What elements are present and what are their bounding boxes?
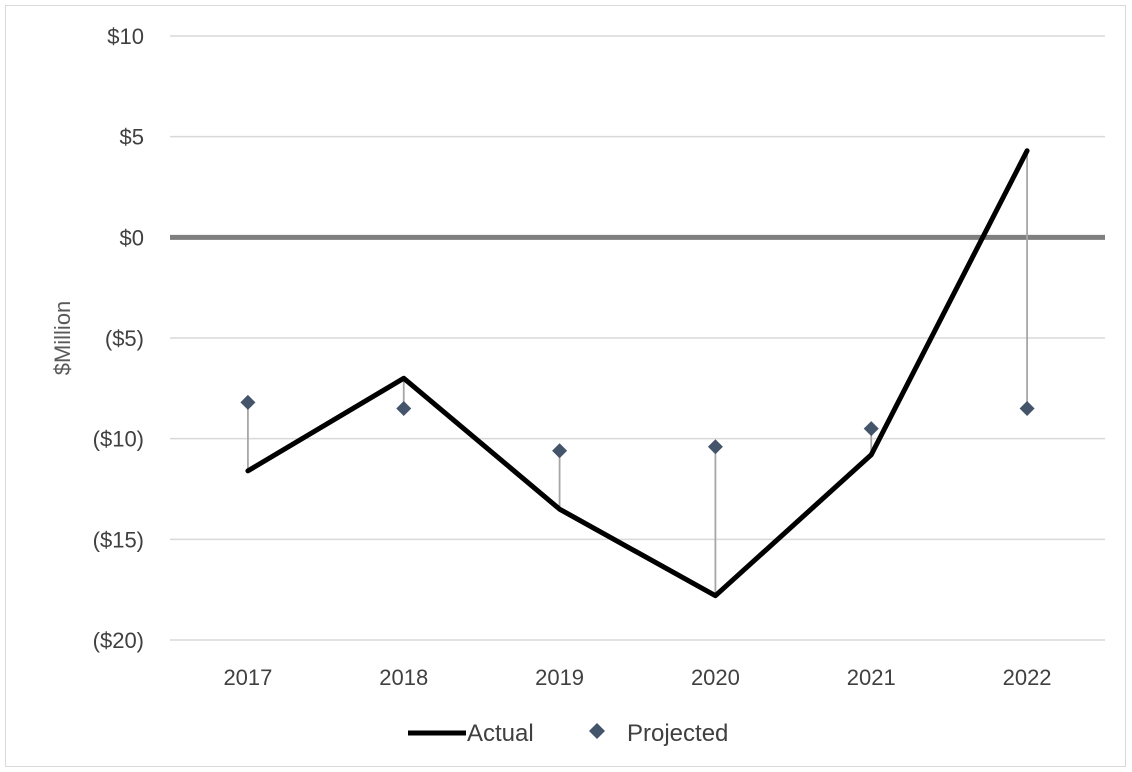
actual-series (245, 148, 1030, 599)
projected-marker (707, 439, 723, 455)
gridlines (170, 35, 1105, 641)
projected-marker (863, 421, 879, 437)
projected-marker (1019, 400, 1035, 416)
y-tick-label: $10 (107, 24, 144, 49)
x-axis-ticks: 2017 2018 2019 2020 2021 2022 (223, 665, 1051, 690)
y-tick-label: ($15) (93, 527, 144, 552)
projected-series (240, 394, 1035, 459)
actual-line (245, 148, 1030, 599)
y-axis-ticks: $10 $5 $0 ($5) ($10) ($15) ($20) (93, 24, 144, 653)
legend-projected-label: Projected (627, 720, 728, 747)
connector-lines (247, 150, 1028, 596)
y-tick-label: $0 (120, 225, 144, 250)
x-tick-label: 2022 (1003, 665, 1052, 690)
x-tick-label: 2021 (847, 665, 896, 690)
y-tick-label: $5 (120, 125, 144, 150)
x-tick-label: 2017 (223, 665, 272, 690)
projected-marker (552, 443, 568, 459)
y-axis-title: $Million (50, 301, 75, 376)
x-tick-label: 2020 (691, 665, 740, 690)
legend-projected-swatch (589, 723, 605, 739)
y-tick-label: ($5) (105, 326, 144, 351)
projected-marker (396, 400, 412, 416)
x-tick-label: 2019 (535, 665, 584, 690)
x-tick-label: 2018 (379, 665, 428, 690)
legend-actual-label: Actual (467, 720, 534, 747)
y-tick-label: ($20) (93, 628, 144, 653)
projected-marker (240, 394, 256, 410)
legend: Actual Projected (408, 720, 728, 747)
y-tick-label: ($10) (93, 427, 144, 452)
